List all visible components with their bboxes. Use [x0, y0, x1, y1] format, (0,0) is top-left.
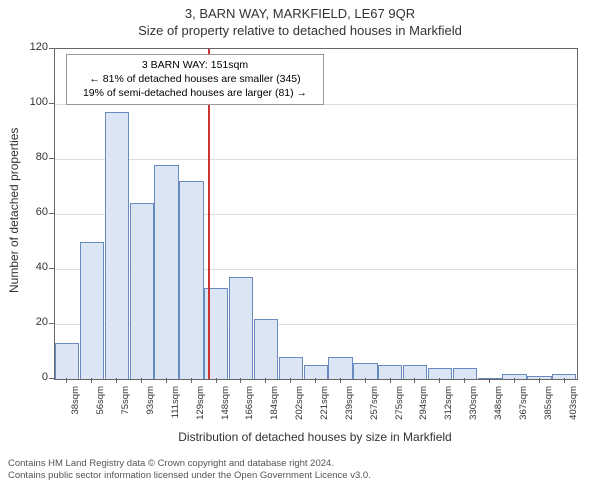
x-tick-label: 184sqm: [269, 386, 280, 430]
footer-text: Contains HM Land Registry data © Crown c…: [0, 454, 600, 487]
x-tick-label: 148sqm: [220, 386, 231, 430]
chart-title-sub: Size of property relative to detached ho…: [0, 21, 600, 38]
histogram-bar: [304, 365, 328, 379]
histogram-bar: [353, 363, 377, 380]
footer-line2: Contains public sector information licen…: [8, 470, 592, 482]
histogram-bar: [130, 203, 154, 379]
annotation-line3: 19% of semi-detached houses are larger (…: [73, 86, 317, 100]
chart-container: 3, BARN WAY, MARKFIELD, LE67 9QR Size of…: [0, 0, 600, 500]
x-tick-label: 275sqm: [394, 386, 405, 430]
x-axis-label: Distribution of detached houses by size …: [54, 430, 576, 444]
histogram-bar: [403, 365, 427, 379]
histogram-bar: [378, 365, 402, 379]
y-tick-label: 20: [22, 316, 48, 328]
x-tick-label: 257sqm: [369, 386, 380, 430]
x-tick-label: 129sqm: [195, 386, 206, 430]
histogram-bar: [105, 112, 129, 379]
x-tick-label: 221sqm: [319, 386, 330, 430]
x-tick-label: 56sqm: [95, 386, 106, 430]
y-tick-label: 120: [22, 41, 48, 53]
x-tick-label: 294sqm: [418, 386, 429, 430]
x-tick-label: 330sqm: [468, 386, 479, 430]
y-tick-label: 40: [22, 261, 48, 273]
x-tick-label: 312sqm: [443, 386, 454, 430]
x-tick-label: 93sqm: [145, 386, 156, 430]
annotation-box: 3 BARN WAY: 151sqm← 81% of detached hous…: [66, 54, 324, 105]
histogram-bar: [179, 181, 203, 379]
footer-line1: Contains HM Land Registry data © Crown c…: [8, 458, 592, 470]
x-tick-label: 202sqm: [294, 386, 305, 430]
y-axis-label: Number of detached properties: [7, 133, 21, 293]
x-tick-label: 403sqm: [568, 386, 579, 430]
annotation-line2: ← 81% of detached houses are smaller (34…: [73, 72, 317, 86]
x-tick-label: 239sqm: [344, 386, 355, 430]
x-tick-label: 75sqm: [120, 386, 131, 430]
y-tick-label: 100: [22, 96, 48, 108]
x-tick-label: 385sqm: [543, 386, 554, 430]
x-tick-label: 38sqm: [70, 386, 81, 430]
y-tick-label: 60: [22, 206, 48, 218]
histogram-bar: [80, 242, 104, 380]
x-tick-label: 166sqm: [244, 386, 255, 430]
annotation-line1: 3 BARN WAY: 151sqm: [73, 58, 317, 72]
histogram-bar: [328, 357, 352, 379]
x-tick-label: 367sqm: [518, 386, 529, 430]
x-tick-label: 348sqm: [493, 386, 504, 430]
x-tick-label: 111sqm: [170, 386, 181, 430]
chart-title-main: 3, BARN WAY, MARKFIELD, LE67 9QR: [0, 0, 600, 21]
histogram-bar: [254, 319, 278, 380]
y-tick-label: 0: [22, 371, 48, 383]
histogram-bar: [279, 357, 303, 379]
histogram-bar: [229, 277, 253, 379]
y-tick-label: 80: [22, 151, 48, 163]
histogram-bar: [154, 165, 178, 380]
histogram-bar: [55, 343, 79, 379]
